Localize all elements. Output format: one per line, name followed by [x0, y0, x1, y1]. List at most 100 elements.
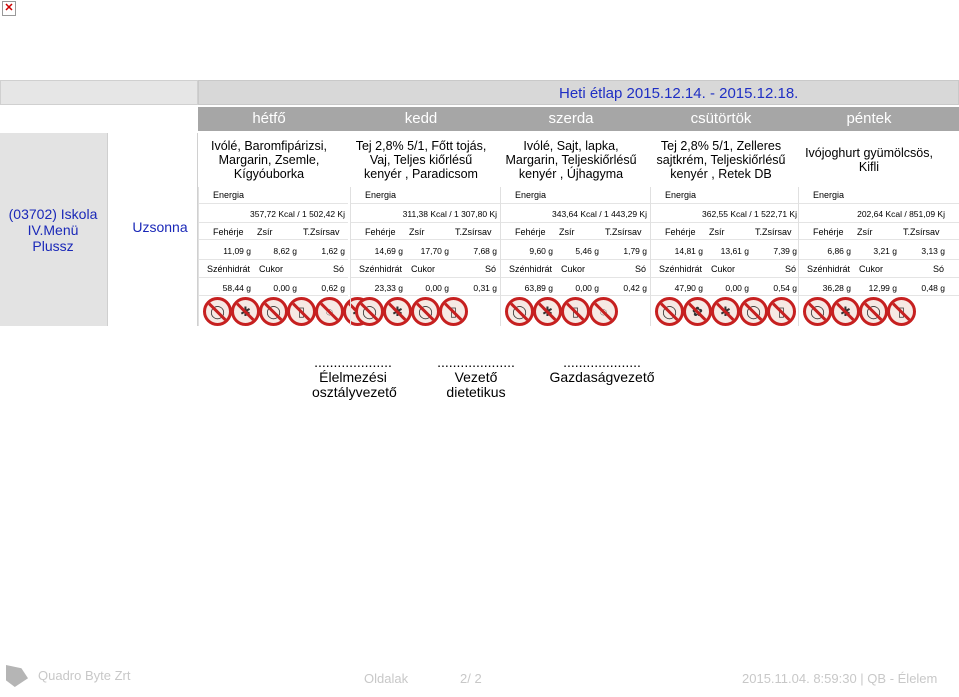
meal-name: Uzsonna: [132, 219, 188, 235]
menu-sheet: Heti étlap 2015.12.14. - 2015.12.18. hét…: [0, 80, 959, 326]
energia-value: 362,55 Kcal / 1 522,71 Kj: [702, 209, 797, 219]
footer-page-number: 2/ 2: [460, 671, 482, 686]
egg-allergen-icon: ◯: [259, 297, 288, 326]
menu-items-row: Ivólé, Baromfipárizsi, Margarin, Zsemle,…: [198, 133, 959, 187]
zsir-label: Zsír: [559, 227, 575, 237]
row-divider: [651, 277, 800, 278]
tzsirsav-value: 7,39 g: [773, 246, 797, 256]
row-divider: [799, 222, 959, 223]
day-pentek: péntek: [846, 110, 892, 127]
menu-text-csutortok: Tej 2,8% 5/1, Zelleres sajtkrém, Teljesk…: [656, 139, 786, 181]
szenhidrat-value: 58,44 g: [222, 283, 251, 293]
row-divider: [501, 295, 650, 296]
milk-allergen-icon-glyph: ▯: [449, 303, 458, 319]
zsir-label: Zsír: [257, 227, 273, 237]
egg-allergen-icon: ◯: [411, 297, 440, 326]
szenhidrat-label: Szénhidrát: [659, 264, 703, 274]
cukor-label: Cukor: [561, 264, 586, 274]
cukor-value: 0,00 g: [425, 283, 449, 293]
day-csutortok: csütörtök: [690, 110, 752, 127]
gluten-allergen-icon: ✱: [711, 297, 740, 326]
zsir-value: 8,62 g: [273, 246, 297, 256]
row-divider: [651, 259, 800, 260]
zsir-label: Zsír: [709, 227, 725, 237]
row-divider: [351, 222, 500, 223]
energia-label: Energia: [813, 190, 845, 200]
feherje-value: 11,09 g: [223, 246, 251, 256]
cukor-label: Cukor: [859, 264, 884, 274]
cukor-value: 0,00 g: [575, 283, 599, 293]
day-kedd: kedd: [404, 110, 438, 127]
row-divider: [351, 239, 500, 240]
egg-allergen-icon-glyph: ◯: [810, 303, 825, 319]
egg-allergen-icon-glyph: ◯: [362, 303, 377, 319]
cukor-value: 12,99 g: [868, 283, 897, 293]
row-divider: [799, 259, 959, 260]
row-divider: [501, 277, 650, 278]
szenhidrat-value: 36,28 g: [822, 283, 851, 293]
day-hetfo: hétfő: [252, 110, 286, 127]
feherje-value: 14,69 g: [374, 246, 403, 256]
row-divider: [351, 277, 500, 278]
row-divider: [651, 222, 800, 223]
tzsirsav-label: T.Zsírsav: [903, 227, 940, 237]
gluten-allergen-icon-glyph: ✱: [542, 303, 553, 319]
tzsirsav-label: T.Zsírsav: [605, 227, 642, 237]
egg-allergen-icon-glyph: ◯: [746, 303, 761, 319]
energia-value: 311,38 Kcal / 1 307,80 Kj: [402, 209, 497, 219]
title-band: Heti étlap 2015.12.14. - 2015.12.18.: [198, 80, 959, 105]
company-logo-icon: [6, 665, 28, 687]
milk-allergen-icon: ▯: [287, 297, 316, 326]
celery-allergen-icon: ✿: [683, 297, 712, 326]
signature-gazdasagvezeto: .................... Gazdaságvezető: [549, 354, 655, 385]
cukor-value: 0,00 g: [273, 283, 297, 293]
menu-text-kedd: Tej 2,8% 5/1, Főtt tojás, Vaj, Teljes ki…: [355, 139, 487, 181]
egg-allergen-icon-glyph: ◯: [866, 303, 881, 319]
feherje-label: Fehérje: [665, 227, 696, 237]
energia-value: 202,64 Kcal / 851,09 Kj: [857, 209, 945, 219]
nutrition-block: Energia 311,38 Kcal / 1 307,80 Kj Fehérje Z…: [350, 187, 500, 326]
nutrition-block: Energia 202,64 Kcal / 851,09 Kj Fehérje Zsí…: [798, 187, 959, 326]
egg-allergen-icon: ◯: [505, 297, 534, 326]
school-name: (03702) Iskola IV.Menü Plussz: [8, 206, 98, 254]
zsir-label: Zsír: [857, 227, 873, 237]
egg-allergen-icon: ◯: [803, 297, 832, 326]
tzsirsav-value: 1,62 g: [321, 246, 345, 256]
footer-company: Quadro Byte Zrt: [38, 668, 131, 683]
gluten-allergen-icon: ✱: [533, 297, 562, 326]
row-divider: [199, 239, 348, 240]
so-value: 0,62 g: [321, 283, 345, 293]
milk-allergen-icon: ▯: [767, 297, 796, 326]
row-divider: [651, 203, 800, 204]
nutrition-block: Energia 343,64 Kcal / 1 443,29 Kj Fehérje Z…: [500, 187, 650, 326]
row-divider: [199, 277, 348, 278]
zsir-value: 3,21 g: [873, 246, 897, 256]
szenhidrat-value: 23,33 g: [374, 283, 403, 293]
milk-allergen-icon-glyph: ▯: [297, 303, 306, 319]
zsir-label: Zsír: [409, 227, 425, 237]
row-divider: [651, 239, 800, 240]
row-divider: [199, 203, 348, 204]
szenhidrat-label: Szénhidrát: [207, 264, 251, 274]
row-divider: [199, 259, 348, 260]
row-divider: [501, 203, 650, 204]
gluten-allergen-icon-glyph: ✱: [720, 303, 731, 319]
signature-dietetikus: .................... Vezető dietetikus: [437, 354, 515, 400]
day-header-row: hétfő kedd szerda csütörtök péntek: [198, 107, 959, 131]
milk-allergen-icon: ▯: [887, 297, 916, 326]
row-divider: [501, 222, 650, 223]
soy-allergen-icon: ◌: [315, 297, 344, 326]
soy-allergen-icon: ◌: [589, 297, 618, 326]
milk-allergen-icon-glyph: ▯: [897, 303, 906, 319]
egg-allergen-icon: ◯: [355, 297, 384, 326]
close-icon[interactable]: ✕: [2, 1, 16, 16]
feherje-value: 9,60 g: [529, 246, 553, 256]
feherje-value: 14,81 g: [674, 246, 703, 256]
energia-value: 357,72 Kcal / 1 502,42 Kj: [250, 209, 345, 219]
soy-allergen-icon-glyph: ◌: [325, 304, 334, 319]
milk-allergen-icon: ▯: [439, 297, 468, 326]
gluten-allergen-icon-glyph: ✱: [392, 303, 403, 319]
gluten-allergen-icon: ✱: [831, 297, 860, 326]
page-title: Heti étlap 2015.12.14. - 2015.12.18.: [559, 85, 799, 102]
row-divider: [799, 295, 959, 296]
